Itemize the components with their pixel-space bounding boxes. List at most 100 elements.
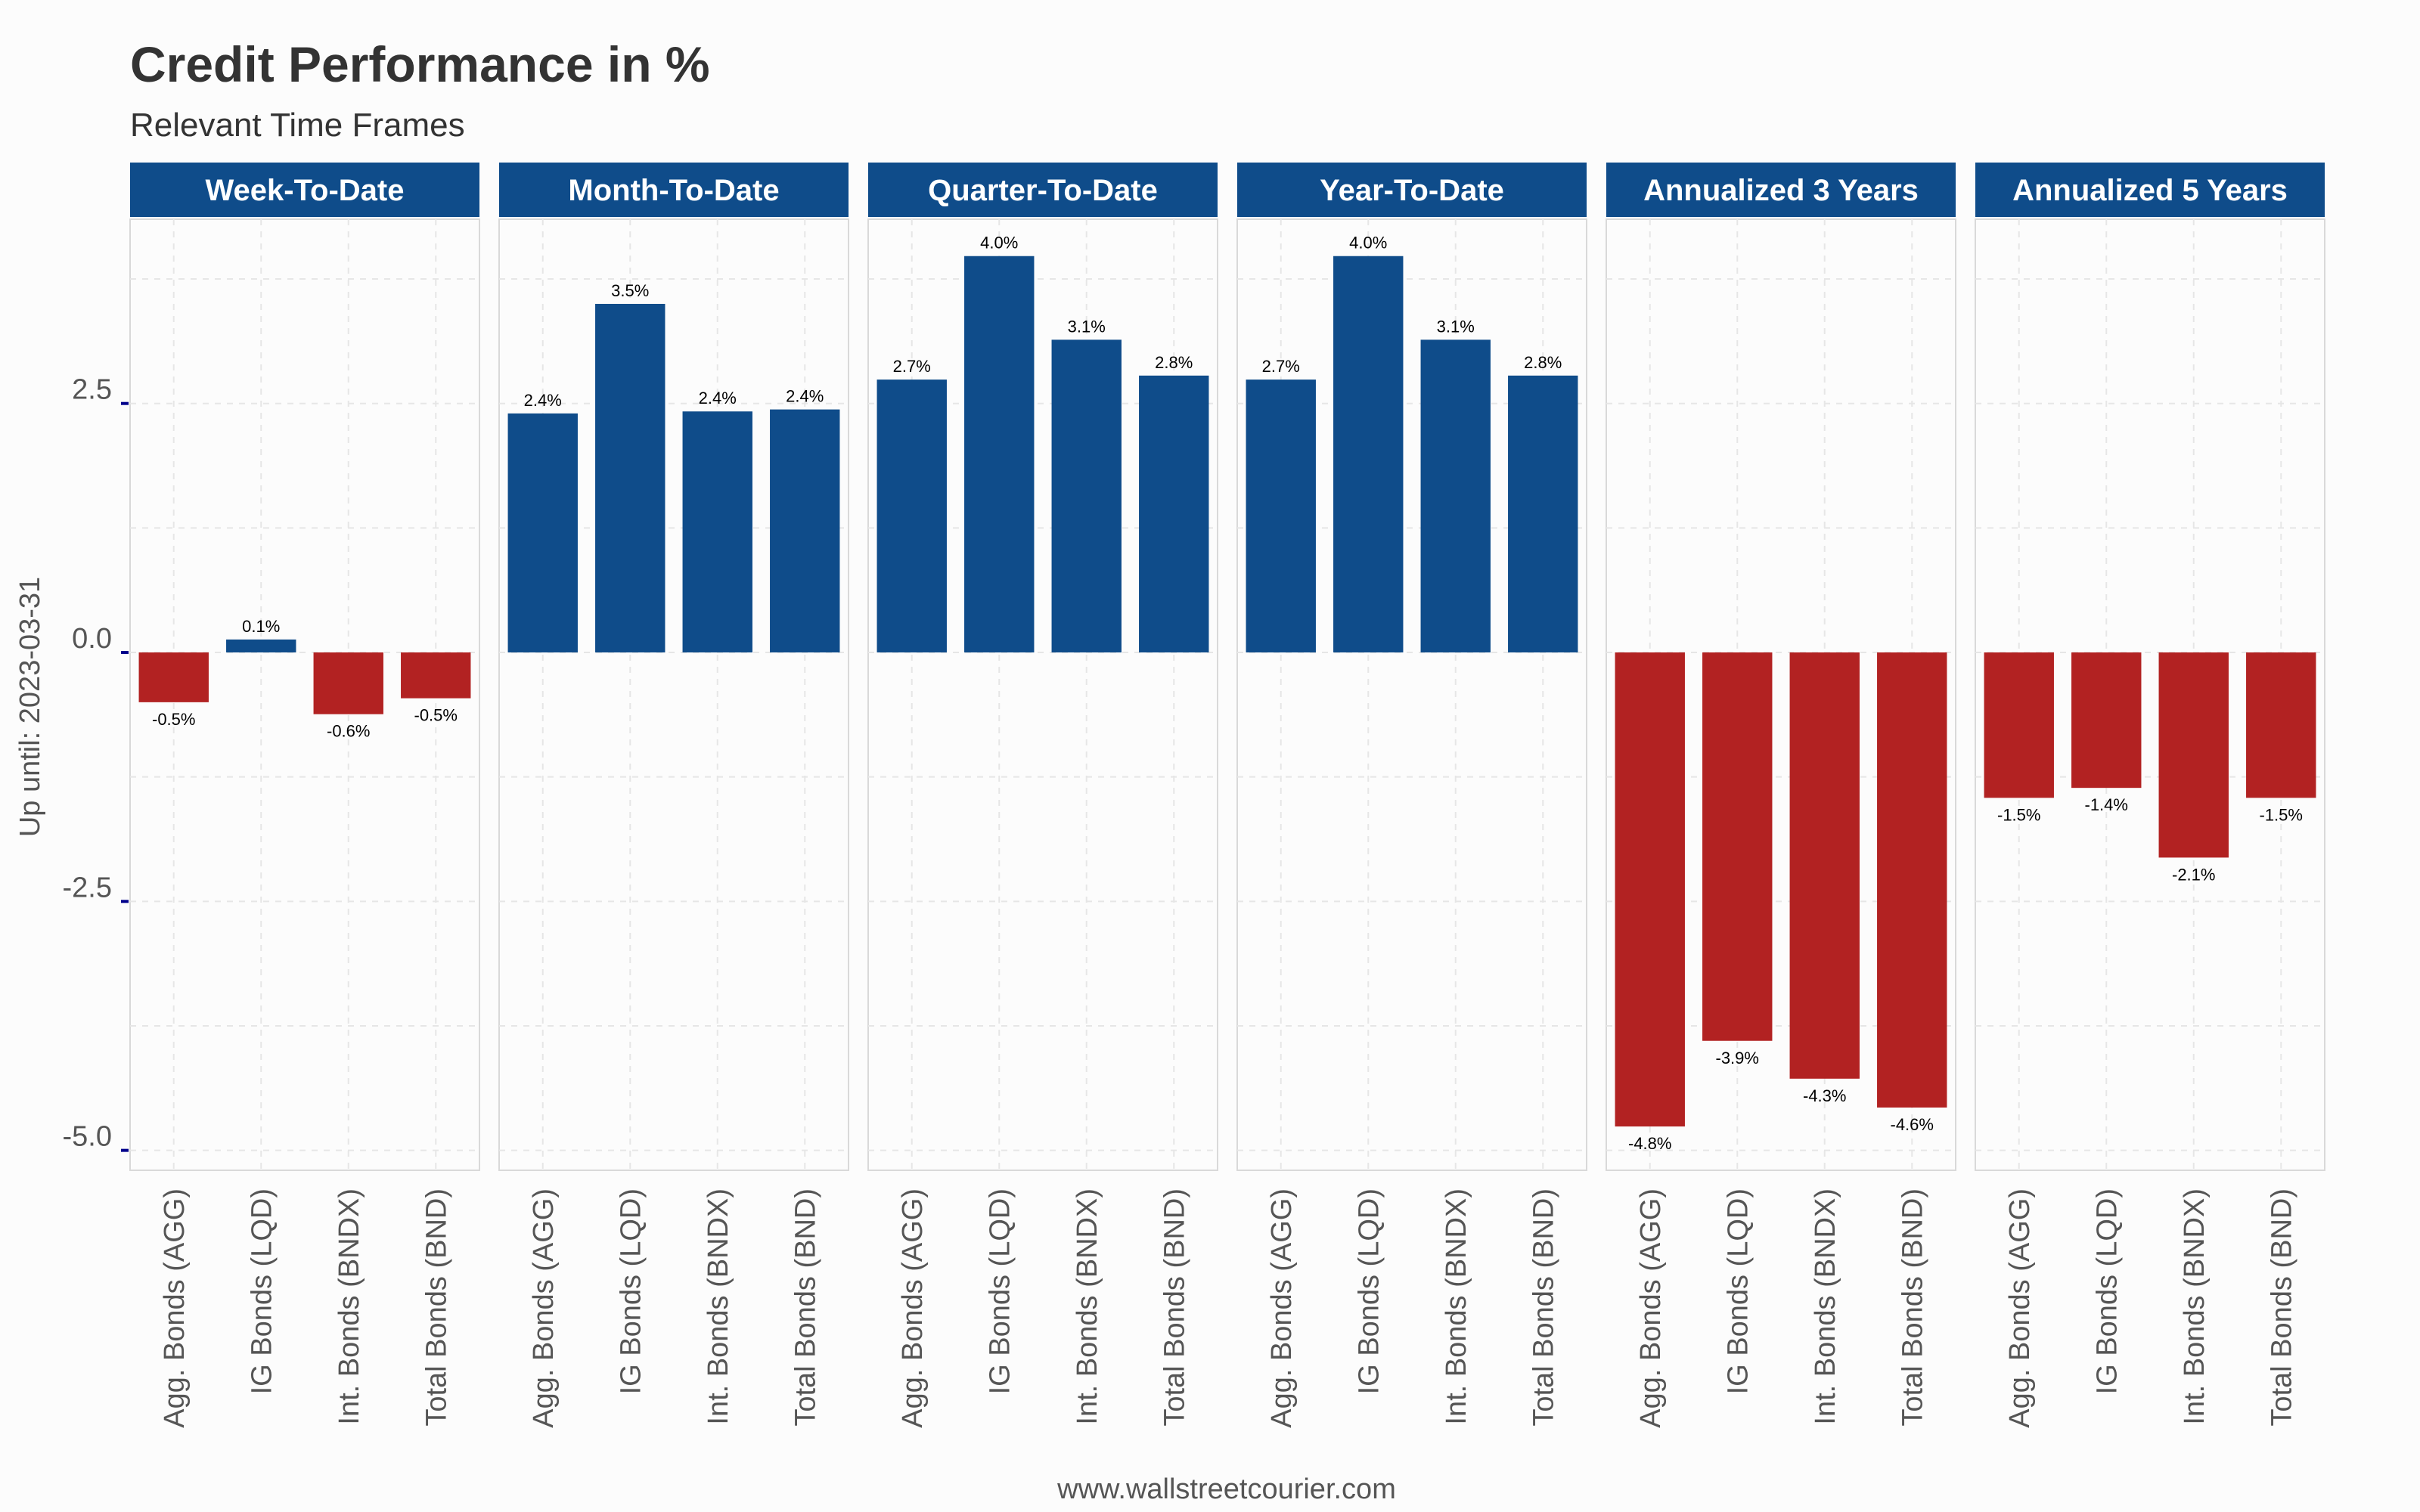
x-tick-label: Agg. Bonds (AGG)	[897, 1188, 929, 1428]
facet-strip-title: Annualized 5 Years	[2012, 174, 2288, 207]
x-tick-label: Total Bonds (BND)	[1897, 1188, 1928, 1427]
bar	[1508, 375, 1578, 653]
x-tick-label: Agg. Bonds (AGG)	[528, 1188, 560, 1428]
bar	[1877, 652, 1947, 1108]
data-label: 2.7%	[893, 357, 931, 376]
chart-subtitle: Relevant Time Frames	[130, 107, 465, 144]
bar	[226, 639, 296, 653]
bar	[770, 409, 840, 653]
bar	[1333, 256, 1404, 653]
bar	[138, 652, 209, 702]
bar	[313, 652, 383, 714]
bar	[2071, 652, 2142, 789]
facet-panels: Week-To-Date -0.5% 0.1% -0.6% -0.5% Agg. Bond…	[129, 163, 2325, 1428]
bar	[876, 380, 947, 653]
panel-year-to-date: Year-To-Date 2.7% 4.0% 3.1% 2.8% Agg. Bonds (…	[1236, 163, 1587, 1428]
x-tick-label: Agg. Bonds (AGG)	[159, 1188, 191, 1428]
x-tick-label: Agg. Bonds (AGG)	[2004, 1188, 2036, 1428]
data-label: 2.4%	[699, 389, 737, 407]
y-tick-label: -2.5	[63, 872, 112, 903]
facet-strip-title: Quarter-To-Date	[928, 174, 1158, 207]
bar	[682, 411, 752, 653]
x-tick-label: Int. Bonds (BNDX)	[1072, 1188, 1103, 1425]
x-tick-label: Total Bonds (BND)	[1528, 1188, 1559, 1427]
data-label: 2.4%	[786, 387, 824, 406]
data-label: 2.8%	[1524, 353, 1562, 372]
data-label: 4.0%	[980, 234, 1018, 253]
chart-title: Credit Performance in %	[130, 36, 710, 92]
chart-caption: www.wallstreetcourier.com	[1056, 1473, 1396, 1505]
x-tick-label: Total Bonds (BND)	[1159, 1188, 1190, 1427]
bar	[1420, 339, 1491, 653]
facet-strip	[1606, 163, 1956, 217]
bar	[2158, 652, 2229, 858]
data-label: 2.8%	[1155, 353, 1193, 372]
data-label: -0.5%	[414, 706, 458, 725]
facet-strip	[1975, 163, 2325, 217]
x-tick-label: Int. Bonds (BNDX)	[1810, 1188, 1841, 1425]
x-tick-label: Int. Bonds (BNDX)	[703, 1188, 734, 1425]
x-tick-label: IG Bonds (LQD)	[246, 1188, 278, 1394]
y-axis: 2.5 0.0 -2.5 -5.0	[63, 374, 129, 1153]
data-label: -4.3%	[1803, 1086, 1846, 1105]
x-tick-label: Agg. Bonds (AGG)	[1635, 1188, 1667, 1428]
bar	[1702, 652, 1773, 1041]
data-label: -3.9%	[1716, 1049, 1759, 1067]
panel-quarter-to-date: Quarter-To-Date 2.7% 4.0% 3.1% 2.8% Agg. Bond…	[867, 163, 1218, 1428]
facet-strip-title: Year-To-Date	[1320, 174, 1504, 207]
bar	[507, 413, 578, 653]
data-label: -1.5%	[2260, 805, 2303, 824]
data-label: 0.1%	[242, 617, 280, 636]
data-label: -2.1%	[2172, 865, 2215, 884]
y-tick-label: 0.0	[72, 623, 112, 655]
x-tick-label: Total Bonds (BND)	[790, 1188, 821, 1427]
bar	[1051, 339, 1122, 653]
y-tick-label: 2.5	[72, 374, 112, 406]
panel-annualized-5-years: Annualized 5 Years -1.5% -1.4% -2.1% -1.5% Ag…	[1975, 163, 2325, 1428]
x-tick-label: Int. Bonds (BNDX)	[1441, 1188, 1472, 1425]
data-label: 2.7%	[1262, 357, 1300, 376]
x-tick-label: Total Bonds (BND)	[2266, 1188, 2297, 1427]
x-tick-label: Int. Bonds (BNDX)	[2179, 1188, 2211, 1425]
panel-month-to-date: Month-To-Date 2.4% 3.5% 2.4% 2.4% Agg. Bonds …	[498, 163, 849, 1428]
bar	[1789, 652, 1860, 1079]
x-tick-label: IG Bonds (LQD)	[1353, 1188, 1385, 1394]
y-tick-label: -5.0	[63, 1121, 112, 1153]
bar	[595, 303, 666, 653]
bar	[1246, 380, 1316, 653]
facet-strip-title: Annualized 3 Years	[1643, 174, 1919, 207]
y-axis-label: Up until: 2023-03-31	[14, 577, 46, 837]
bar	[1984, 652, 2054, 798]
x-tick-label: IG Bonds (LQD)	[984, 1188, 1016, 1394]
x-tick-label: Int. Bonds (BNDX)	[334, 1188, 365, 1425]
bar	[2246, 652, 2316, 798]
data-label: -1.5%	[1997, 805, 2040, 824]
panel-annualized-3-years: Annualized 3 Years -4.8% -3.9% -4.3% -4.6% Ag…	[1606, 163, 1956, 1428]
x-tick-label: IG Bonds (LQD)	[615, 1188, 647, 1394]
data-label: 2.4%	[524, 391, 562, 410]
data-label: -0.6%	[327, 722, 370, 741]
x-tick-label: Agg. Bonds (AGG)	[1266, 1188, 1298, 1428]
data-label: 3.5%	[611, 281, 649, 300]
bar	[401, 652, 471, 699]
facet-strip-title: Month-To-Date	[568, 174, 779, 207]
panel-frame	[498, 218, 849, 1171]
facet-strip	[1237, 163, 1587, 217]
data-label: -4.6%	[1891, 1115, 1934, 1134]
facet-strip-title: Week-To-Date	[205, 174, 404, 207]
data-label: -4.8%	[1628, 1134, 1671, 1153]
bar	[964, 256, 1035, 653]
data-label: -0.5%	[152, 710, 195, 729]
data-label: 3.1%	[1437, 317, 1475, 336]
bar	[1139, 375, 1209, 653]
bar	[1615, 652, 1685, 1127]
x-tick-label: Total Bonds (BND)	[420, 1188, 452, 1427]
facet-strip	[130, 163, 479, 217]
data-label: 4.0%	[1349, 234, 1387, 253]
x-tick-label: IG Bonds (LQD)	[2091, 1188, 2123, 1394]
x-tick-label: IG Bonds (LQD)	[1722, 1188, 1754, 1394]
facet-strip	[499, 163, 849, 217]
facet-strip	[868, 163, 1218, 217]
data-label: 3.1%	[1068, 317, 1106, 336]
